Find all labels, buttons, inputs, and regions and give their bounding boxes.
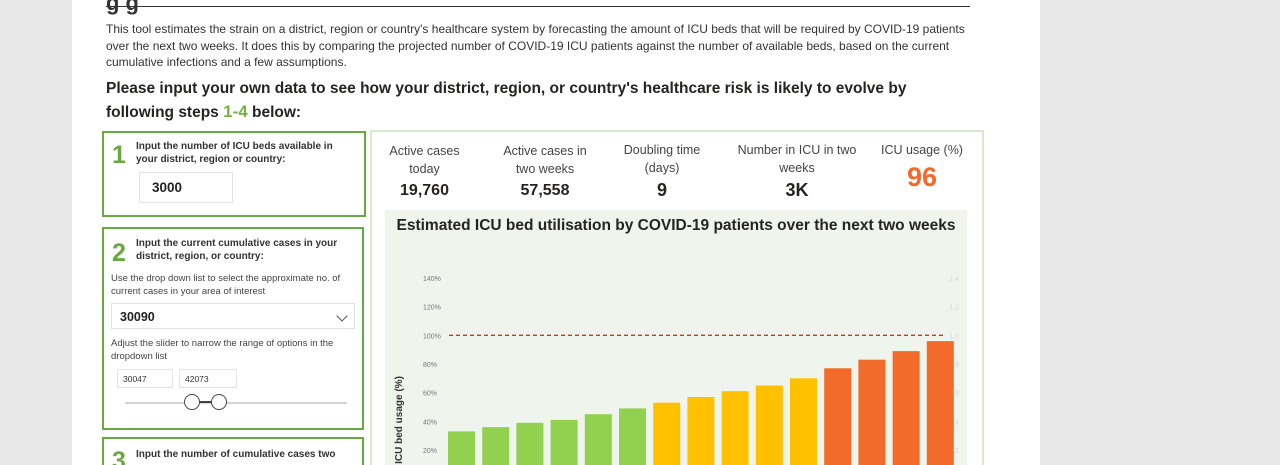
y-tick-label: 40% [423, 419, 437, 426]
range-max-input[interactable]: 42073 [179, 369, 237, 388]
y-axis-label: ICU bed usage (%) [394, 376, 405, 464]
y-tick-label: 60% [423, 391, 437, 398]
kpi-doubling-time: Doubling time (days) 9 [614, 142, 710, 201]
icu-beds-input[interactable]: 3000 [139, 172, 233, 203]
kpi-value: 9 [656, 180, 667, 200]
chart-bar [619, 408, 646, 465]
y2-tick-label: 0.8 [949, 362, 959, 369]
range-min-input[interactable]: 30047 [117, 369, 173, 388]
range-slider-min-handle[interactable] [184, 394, 200, 410]
range-slider-track[interactable] [125, 402, 347, 404]
kpi-active-cases-today: Active cases today 19,760 [377, 142, 472, 200]
range-slider-max-handle[interactable] [211, 394, 227, 410]
page-title-partial: g g [106, 0, 139, 15]
dropdown-help-text: Use the drop down list to select the app… [111, 273, 341, 297]
prompt-text: Please input your own data to see how yo… [106, 80, 907, 121]
kpi-value: 3K [785, 180, 809, 200]
step2-number: 2 [112, 239, 126, 267]
instruction-prompt: Please input your own data to see how yo… [106, 77, 976, 124]
intro-text: This tool estimates the strain on a dist… [106, 22, 965, 69]
chart-bar [687, 397, 715, 465]
chart-bar [892, 351, 920, 465]
kpi-label: ICU usage (%) [881, 143, 963, 157]
chart-bar [584, 414, 612, 465]
y-tick-label: 80% [423, 362, 437, 369]
chart-bar [482, 427, 510, 465]
prompt-suffix: below: [247, 104, 302, 121]
y2-tick-label: 1.4 [949, 276, 959, 283]
dropdown-value: 30090 [120, 310, 155, 324]
chart-bar [824, 368, 852, 465]
kpi-label: Active cases in two weeks [503, 144, 587, 176]
page: g g This tool estimates the strain on a … [72, 0, 1040, 465]
cumulative-cases-dropdown[interactable]: 30090 [111, 303, 355, 329]
kpi-value: 19,760 [400, 182, 449, 199]
chart-title: Estimated ICU bed utilisation by COVID-1… [396, 217, 956, 234]
chart-bar [858, 359, 886, 465]
prompt-steps: 1-4 [223, 102, 248, 121]
step2-title: Input the current cumulative cases in yo… [136, 238, 338, 262]
kpi-label: Active cases today [389, 144, 460, 176]
chart-bar [448, 431, 475, 465]
y-tick-label: 140% [423, 276, 441, 283]
step3-card: 3 Input the number of cumulative cases t… [102, 437, 364, 465]
results-panel: Active cases today 19,760 Active cases i… [370, 130, 984, 465]
step1-card: 1 Input the number of ICU beds available… [102, 131, 366, 217]
y-tick-label: 100% [423, 333, 441, 340]
chart-bar [653, 402, 681, 465]
title-underline [106, 6, 970, 7]
chart-bar [755, 385, 783, 465]
kpi-label: Doubling time (days) [623, 143, 701, 175]
step1-title: Input the number of ICU beds available i… [136, 141, 333, 165]
chart-bar [516, 422, 544, 465]
kpi-icu-usage: ICU usage (%) 96 [872, 142, 972, 193]
kpi-icu-two-weeks: Number in ICU in two weeks 3K [737, 142, 857, 201]
chart-bar [790, 378, 817, 465]
y2-tick-label: 0.4 [949, 419, 959, 426]
step3-number: 3 [112, 447, 126, 465]
chevron-down-icon [336, 310, 348, 322]
slider-help-text: Adjust the slider to narrow the range of… [111, 338, 334, 362]
step1-number: 1 [112, 141, 126, 169]
range-slider-selection [198, 401, 212, 403]
kpi-value: 96 [906, 161, 938, 192]
chart-bar [721, 391, 749, 465]
y-tick-label: 120% [423, 305, 441, 312]
kpi-label: Number in ICU in two weeks [737, 143, 857, 175]
kpi-active-cases-two-weeks: Active cases in two weeks 57,558 [494, 142, 596, 200]
y-tick-label: 20% [423, 448, 437, 455]
y2-tick-label: 0.2 [949, 448, 959, 455]
y2-tick-label: 1.2 [949, 305, 959, 312]
step2-card: 2 Input the current cumulative cases in … [102, 227, 364, 430]
chart-bar [550, 419, 578, 465]
chart-bar [926, 341, 954, 465]
y2-tick-label: 1.0 [949, 333, 959, 340]
step3-title: Input the number of cumulative cases two [136, 449, 336, 460]
y2-tick-label: 0.6 [949, 391, 959, 398]
kpi-value: 57,558 [520, 182, 570, 199]
icu-chart: Estimated ICU bed utilisation by COVID-1… [385, 210, 967, 465]
chart-plot: 20% 0.2 40% 0.4 60% 0.6 80% 0.8 100% 1.0 120% 1.2 14… [394, 276, 959, 465]
